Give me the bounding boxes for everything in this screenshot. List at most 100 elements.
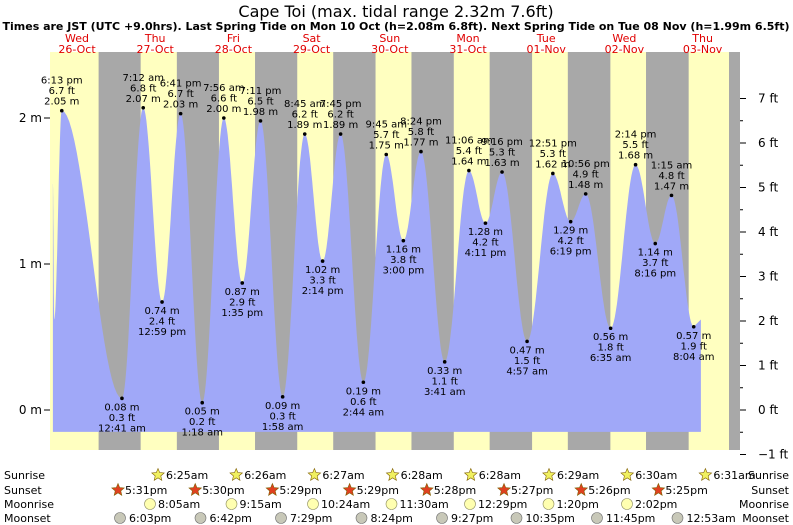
tide-point: [338, 132, 343, 136]
tide-label: 1:35 pm: [221, 308, 263, 319]
tide-label: 6:41 pm: [160, 79, 202, 90]
tide-label: 9:16 pm: [481, 137, 523, 148]
tide-label: 1.64 m: [451, 157, 486, 168]
tide-label: 6.2 ft: [292, 110, 318, 121]
moonset-time: 10:35pm: [526, 512, 575, 525]
tide-label: 12:59 pm: [138, 327, 186, 338]
tide-label: 12:51 pm: [529, 138, 577, 149]
moonset-time: 9:27pm: [451, 512, 493, 525]
tide-label: 2.05 m: [44, 97, 79, 108]
sunset-time: 5:29pm: [279, 484, 321, 497]
tide-point: [525, 339, 529, 344]
tide-point: [500, 170, 504, 174]
tide-label: 4:57 am: [506, 366, 548, 377]
tide-label: 1.89 m: [287, 120, 322, 131]
tide-point: [608, 326, 613, 331]
tide-label: 6.2 ft: [327, 110, 353, 121]
sunset-icon: [497, 482, 511, 496]
tide-label: 0.05 m: [185, 407, 220, 418]
tide-point: [280, 395, 285, 399]
right-tick-label: 2 ft: [758, 314, 778, 328]
moonrise-icon: [464, 498, 476, 510]
moonset-icon: [355, 512, 368, 524]
moonset-icon: [591, 512, 603, 524]
row-label-left: Moonset: [4, 512, 51, 525]
sunset-time: 5:30pm: [202, 484, 244, 497]
right-tick-label: 0 ft: [758, 403, 778, 417]
tide-label: 1.98 m: [243, 107, 278, 118]
tide-label: 1.14 m: [638, 248, 673, 259]
right-tick-label: 5 ft: [758, 180, 778, 194]
moonset-icon: [671, 512, 684, 524]
left-tick-label: 0 m: [19, 403, 42, 417]
tide-label: 1.8 ft: [597, 343, 623, 354]
left-tick-label: 1 m: [19, 257, 42, 271]
row-label-left: Moonrise: [4, 498, 54, 511]
moonset-time: 11:45pm: [606, 512, 655, 525]
tide-label: 1.63 m: [484, 158, 519, 169]
tide-point: [633, 162, 638, 167]
tide-label: 3.8 ft: [390, 255, 416, 266]
row-label-right: Sunrise: [748, 469, 789, 482]
sunset-icon: [265, 482, 280, 496]
sunset-time: 5:25pm: [665, 484, 707, 497]
moonset-icon: [275, 512, 287, 524]
moonrise-time: 2:02pm: [635, 498, 677, 511]
tide-label: 0.87 m: [225, 287, 260, 298]
moonrise-icon: [225, 498, 238, 510]
tide-point: [302, 132, 307, 136]
moonrise-time: 8:05am: [158, 498, 200, 511]
tide-label: 0.2 ft: [189, 417, 215, 428]
sunset-time: 5:29pm: [357, 484, 399, 497]
tide-label: 1.47 m: [654, 181, 689, 192]
tide-point: [401, 238, 406, 243]
day-labels: Wed26-OctThu27-OctFri28-OctSat29-OctSun3…: [58, 32, 722, 56]
tide-label: 4.2 ft: [472, 238, 498, 249]
day-weekday: Mon: [456, 32, 479, 45]
sunrise-icon: [542, 467, 556, 481]
day-date: 01-Nov: [526, 43, 566, 56]
sunrise-time: 6:30am: [635, 469, 677, 482]
moonset-time: 12:53am: [687, 512, 736, 525]
sunrise-icon: [229, 467, 244, 481]
tide-label: 1.29 m: [553, 226, 588, 237]
sunrise-time: 6:29am: [557, 469, 599, 482]
tide-label: 8:45 am: [284, 99, 326, 110]
tide-point: [467, 168, 471, 173]
moonset-icon: [194, 512, 207, 524]
tide-point: [361, 380, 366, 385]
tide-label: 5.7 ft: [373, 130, 399, 141]
tide-label: 1.77 m: [403, 138, 438, 149]
tide-point: [691, 324, 696, 329]
sunrise-icon: [151, 467, 165, 481]
tide-label: 2.4 ft: [149, 316, 175, 327]
moonrise-time: 12:29pm: [478, 498, 527, 511]
tide-label: 0.09 m: [265, 401, 300, 412]
tide-label: 0.47 m: [509, 345, 544, 356]
tide-label: 6.7 ft: [167, 89, 193, 100]
right-tick-label: 4 ft: [758, 225, 778, 239]
tide-point: [160, 300, 164, 304]
sunset-time: 5:27pm: [511, 484, 553, 497]
sunset-icon: [342, 482, 357, 496]
tide-label: 0.74 m: [144, 306, 179, 317]
tide-point: [442, 360, 447, 364]
sunrise-time: 6:31am: [713, 469, 755, 482]
chart-subtitle: Times are JST (UTC +9.0hrs). Last Spring…: [3, 20, 790, 33]
tide-label: 4.2 ft: [557, 236, 583, 247]
day-weekday: Sat: [303, 32, 322, 45]
tide-point: [141, 105, 146, 110]
tide-label: 1.9 ft: [681, 341, 707, 352]
day-date: 27-Oct: [137, 43, 175, 56]
tide-label: 1:15 am: [651, 160, 693, 171]
row-label-right: Moonrise: [739, 498, 789, 511]
row-label-right: Sunset: [751, 484, 789, 497]
tide-label: 7:56 am: [203, 83, 245, 94]
day-weekday: Thu: [144, 32, 166, 45]
day-date: 30-Oct: [371, 43, 409, 56]
tide-label: 12:41 am: [98, 423, 146, 434]
tide-label: 1.28 m: [468, 227, 503, 238]
